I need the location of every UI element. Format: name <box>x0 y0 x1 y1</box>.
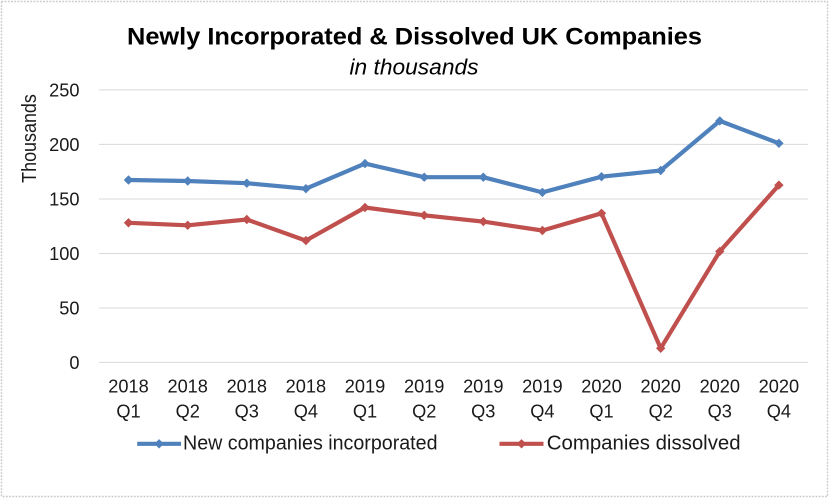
svg-text:Q1: Q1 <box>116 402 140 422</box>
svg-text:Q3: Q3 <box>471 402 495 422</box>
svg-text:Q4: Q4 <box>530 402 554 422</box>
svg-text:2020: 2020 <box>581 377 621 397</box>
svg-text:2020: 2020 <box>700 377 740 397</box>
svg-text:50: 50 <box>59 299 79 319</box>
svg-text:2020: 2020 <box>759 377 799 397</box>
svg-text:2018: 2018 <box>108 377 148 397</box>
svg-text:150: 150 <box>49 190 79 210</box>
svg-text:2019: 2019 <box>463 377 503 397</box>
svg-text:in thousands: in thousands <box>350 55 479 80</box>
svg-text:Q4: Q4 <box>767 402 791 422</box>
svg-text:Q1: Q1 <box>589 402 613 422</box>
svg-text:Q1: Q1 <box>353 402 377 422</box>
svg-text:2019: 2019 <box>345 377 385 397</box>
svg-text:Newly Incorporated & Dissolved: Newly Incorporated & Dissolved UK Compan… <box>127 24 702 51</box>
svg-text:2019: 2019 <box>522 377 562 397</box>
svg-text:Q3: Q3 <box>235 402 259 422</box>
svg-text:200: 200 <box>49 135 79 155</box>
svg-text:Q2: Q2 <box>412 402 436 422</box>
svg-text:Q2: Q2 <box>176 402 200 422</box>
svg-text:2019: 2019 <box>404 377 444 397</box>
svg-text:Companies dissolved: Companies dissolved <box>547 432 741 454</box>
svg-text:Thousands: Thousands <box>18 94 41 183</box>
svg-text:2018: 2018 <box>286 377 326 397</box>
svg-text:2018: 2018 <box>167 377 207 397</box>
svg-text:2020: 2020 <box>640 377 680 397</box>
svg-text:Q3: Q3 <box>708 402 732 422</box>
svg-text:250: 250 <box>49 81 79 101</box>
svg-text:New companies incorporated: New companies incorporated <box>183 432 438 454</box>
svg-text:2018: 2018 <box>227 377 267 397</box>
svg-text:100: 100 <box>49 244 79 264</box>
svg-text:Q2: Q2 <box>649 402 673 422</box>
svg-text:0: 0 <box>69 353 79 373</box>
svg-text:Q4: Q4 <box>294 402 318 422</box>
